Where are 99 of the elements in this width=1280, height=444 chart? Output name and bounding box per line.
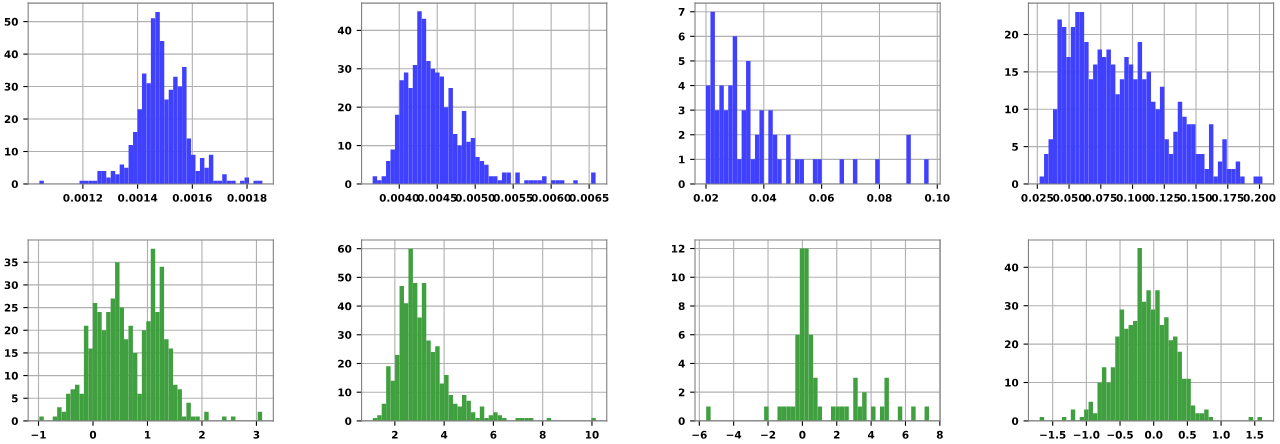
y-tick-label: 0 xyxy=(11,180,18,189)
x-tick-label: −0.5 xyxy=(1107,430,1133,439)
x-tick-label: 0.0012 xyxy=(63,193,103,202)
y-tick-label: 50 xyxy=(338,273,352,282)
x-tick-label: 1 xyxy=(145,430,151,439)
x-tick-label: 0.0 xyxy=(1144,430,1163,439)
x-tick-label: 8 xyxy=(936,430,943,439)
x-tick-label: 0.0065 xyxy=(569,193,609,202)
y-tick-label: 2 xyxy=(678,388,685,397)
y-tick-label: 15 xyxy=(1005,68,1018,76)
y-tick-label: 0 xyxy=(678,180,685,189)
x-tick-label: 6 xyxy=(902,430,909,439)
x-tick-label: 0.025 xyxy=(1021,193,1054,202)
y-tick-label: 10 xyxy=(338,141,352,150)
y-tick-label: 25 xyxy=(4,303,18,312)
x-tick-label: 0.10 xyxy=(924,193,950,202)
y-tick-label: 40 xyxy=(4,50,18,59)
y-tick-label: 6 xyxy=(678,32,685,41)
y-tick-label: 10 xyxy=(671,273,685,282)
y-tick-label: 6 xyxy=(678,330,685,339)
y-tick-label: 60 xyxy=(338,244,352,253)
y-tick-label: 5 xyxy=(1012,142,1018,151)
x-tick-label: 0.0040 xyxy=(379,193,419,202)
x-tick-label: −2 xyxy=(761,430,776,439)
y-tick-label: 50 xyxy=(4,17,18,26)
y-tick-label: 12 xyxy=(671,244,685,253)
y-tick-label: 2 xyxy=(678,130,685,139)
x-tick-label: 0.200 xyxy=(1243,193,1276,202)
y-tick-label: 10 xyxy=(338,388,352,397)
y-tick-label: 35 xyxy=(4,258,18,267)
y-tick-label: 10 xyxy=(1005,105,1019,114)
x-tick-label: 2 xyxy=(392,430,398,439)
y-tick-label: 0 xyxy=(11,417,18,426)
y-tick-label: 30 xyxy=(1004,301,1019,310)
x-tick-label: 8 xyxy=(539,430,546,439)
x-tick-label: 0.0055 xyxy=(493,193,533,202)
x-tick-label: 4 xyxy=(440,430,448,439)
y-tick-label: 30 xyxy=(338,65,352,73)
y-tick-label: 40 xyxy=(337,26,352,35)
y-tick-label: 0 xyxy=(345,417,352,426)
x-tick-label: 0.0060 xyxy=(531,193,571,202)
y-tick-label: 20 xyxy=(1005,30,1019,39)
x-tick-label: 2 xyxy=(833,430,840,439)
x-tick-label: 0.150 xyxy=(1180,193,1212,202)
x-tick-label: 0.06 xyxy=(809,193,834,202)
x-tick-label: −1.0 xyxy=(1073,430,1100,439)
x-tick-label: 1.5 xyxy=(1246,430,1264,439)
y-tick-label: 30 xyxy=(4,82,18,91)
y-tick-label: 10 xyxy=(5,371,18,380)
x-tick-label: 2 xyxy=(199,430,205,439)
y-tick-label: 20 xyxy=(4,115,18,124)
x-tick-label: 0.175 xyxy=(1211,193,1244,202)
y-tick-label: 1 xyxy=(679,155,685,164)
x-tick-label: 6 xyxy=(490,430,497,439)
y-tick-label: 0 xyxy=(1011,417,1019,426)
y-tick-label: 4 xyxy=(678,81,685,90)
x-tick-label: 10 xyxy=(585,430,599,439)
x-tick-label: 0.0045 xyxy=(417,193,457,202)
y-tick-label: 0 xyxy=(345,180,352,189)
y-tick-label: 20 xyxy=(1005,340,1019,349)
x-tick-label: −4 xyxy=(726,430,742,439)
x-tick-label: 0.050 xyxy=(1053,193,1086,202)
x-tick-label: 0 xyxy=(799,430,806,439)
y-tick-label: 30 xyxy=(4,281,18,290)
x-tick-label: −6 xyxy=(692,430,707,439)
x-tick-label: 0.5 xyxy=(1178,430,1196,439)
y-tick-label: 40 xyxy=(1004,263,1019,272)
y-tick-label: 20 xyxy=(4,326,18,335)
x-tick-label: 0.0014 xyxy=(118,193,158,202)
x-tick-label: 0.125 xyxy=(1148,193,1181,202)
x-tick-label: 0.0050 xyxy=(455,193,495,202)
y-tick-label: 5 xyxy=(678,57,685,66)
y-tick-label: 8 xyxy=(678,302,685,311)
y-tick-label: 40 xyxy=(337,302,352,311)
y-tick-label: 15 xyxy=(5,349,18,358)
y-tick-label: 3 xyxy=(678,106,685,115)
x-tick-label: 4 xyxy=(867,430,875,439)
y-tick-label: 4 xyxy=(678,359,685,368)
x-tick-label: 0.0018 xyxy=(227,193,267,202)
x-tick-label: 0.04 xyxy=(751,193,777,202)
x-tick-label: −1.5 xyxy=(1040,430,1066,439)
x-tick-label: −1 xyxy=(31,430,46,439)
y-tick-label: 0 xyxy=(1011,180,1019,189)
x-tick-label: 3 xyxy=(253,430,260,439)
x-tick-label: 0.0016 xyxy=(172,193,212,202)
y-tick-label: 30 xyxy=(338,331,352,339)
y-tick-label: 7 xyxy=(678,8,685,16)
y-tick-label: 10 xyxy=(5,147,18,156)
x-tick-label: 0 xyxy=(89,430,97,439)
x-tick-label: 0.075 xyxy=(1084,193,1117,202)
y-tick-label: 10 xyxy=(1005,378,1019,387)
y-tick-label: 20 xyxy=(338,359,352,368)
y-tick-label: 20 xyxy=(338,103,352,112)
x-tick-label: 0.02 xyxy=(693,193,718,202)
x-tick-label: 1.0 xyxy=(1213,430,1230,439)
x-tick-label: 0.100 xyxy=(1116,193,1149,202)
x-tick-label: 0.08 xyxy=(867,193,892,202)
y-tick-label: 0 xyxy=(678,417,685,426)
y-tick-label: 5 xyxy=(11,394,18,403)
